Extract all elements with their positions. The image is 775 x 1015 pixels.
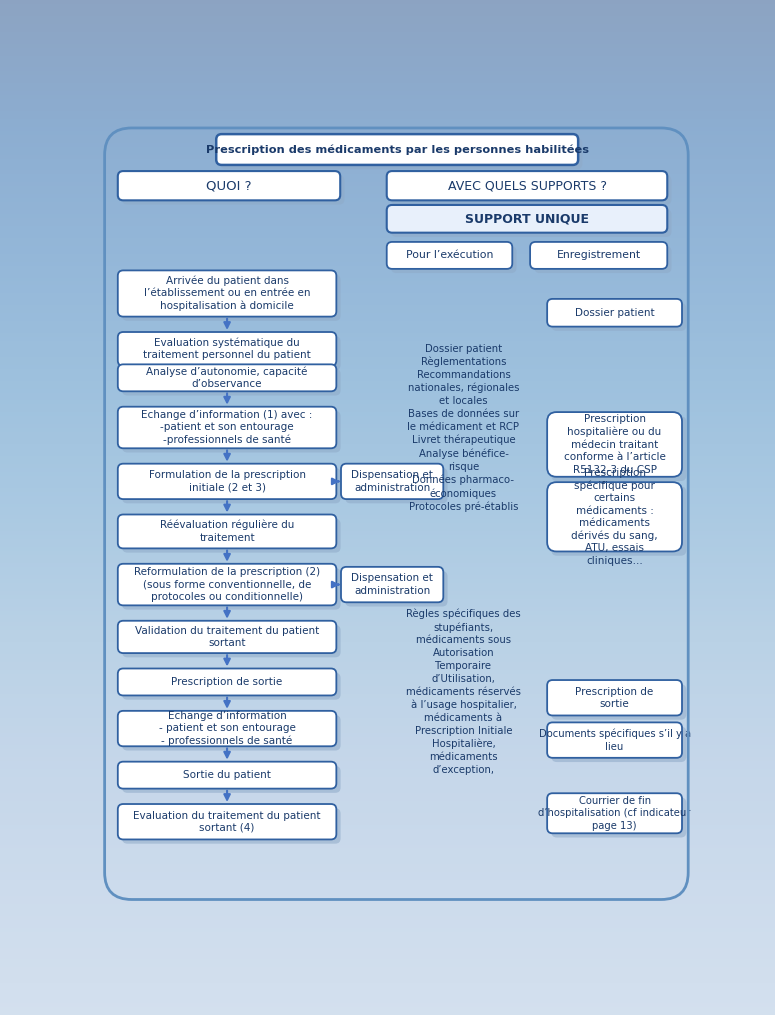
FancyBboxPatch shape (118, 563, 336, 605)
FancyBboxPatch shape (552, 727, 687, 762)
Text: Pour l’exécution: Pour l’exécution (406, 251, 493, 261)
Text: Prescription de sortie: Prescription de sortie (171, 677, 283, 687)
Text: Echange d’information (1) avec :
-patient et son entourage
-professionnels de sa: Echange d’information (1) avec : -patien… (141, 410, 313, 446)
FancyBboxPatch shape (547, 412, 682, 477)
Text: Prescription
spécifique pour
certains
médicaments :
médicaments
dérivés du sang,: Prescription spécifique pour certains mé… (571, 468, 658, 565)
Text: Prescription des médicaments par les personnes habilitées: Prescription des médicaments par les per… (205, 144, 589, 154)
FancyBboxPatch shape (552, 684, 687, 720)
Text: Validation du traitement du patient
sortant: Validation du traitement du patient sort… (135, 625, 319, 649)
Text: Echange d’information
- patient et son entourage
- professionnels de santé: Echange d’information - patient et son e… (159, 710, 295, 746)
FancyBboxPatch shape (122, 411, 341, 453)
FancyBboxPatch shape (534, 247, 671, 273)
FancyBboxPatch shape (552, 486, 687, 555)
FancyBboxPatch shape (118, 515, 336, 548)
FancyBboxPatch shape (122, 275, 341, 321)
FancyBboxPatch shape (346, 468, 448, 503)
FancyBboxPatch shape (122, 568, 341, 610)
FancyBboxPatch shape (552, 798, 687, 837)
FancyBboxPatch shape (387, 172, 667, 200)
FancyBboxPatch shape (547, 794, 682, 833)
Text: Règles spécifiques des
stupéfiants,
médicaments sous
Autorisation
Temporaire
d’U: Règles spécifiques des stupéfiants, médi… (406, 609, 521, 774)
FancyBboxPatch shape (122, 368, 341, 396)
Text: Dispensation et
administration: Dispensation et administration (351, 573, 433, 596)
Text: Formulation de la prescription
initiale (2 et 3): Formulation de la prescription initiale … (149, 470, 305, 492)
FancyBboxPatch shape (122, 519, 341, 552)
Text: Courrier de fin
d’hospitalisation (cf indicateur
page 13): Courrier de fin d’hospitalisation (cf in… (539, 796, 691, 830)
FancyBboxPatch shape (341, 566, 443, 602)
FancyBboxPatch shape (552, 303, 687, 331)
Text: Prescription de
sortie: Prescription de sortie (576, 686, 653, 708)
Text: AVEC QUELS SUPPORTS ?: AVEC QUELS SUPPORTS ? (447, 180, 607, 192)
FancyBboxPatch shape (122, 766, 341, 793)
FancyBboxPatch shape (118, 621, 336, 653)
FancyBboxPatch shape (118, 710, 336, 746)
FancyBboxPatch shape (122, 468, 341, 503)
Text: Réévaluation régulière du
traitement: Réévaluation régulière du traitement (160, 520, 294, 543)
Text: Evaluation du traitement du patient
sortant (4): Evaluation du traitement du patient sort… (133, 811, 321, 833)
FancyBboxPatch shape (547, 723, 682, 758)
FancyBboxPatch shape (391, 247, 517, 273)
FancyBboxPatch shape (122, 673, 341, 699)
FancyBboxPatch shape (118, 804, 336, 839)
FancyBboxPatch shape (118, 669, 336, 695)
Text: Dossier patient: Dossier patient (575, 308, 654, 318)
FancyBboxPatch shape (346, 571, 448, 607)
FancyBboxPatch shape (387, 242, 512, 269)
FancyBboxPatch shape (530, 242, 667, 269)
Text: SUPPORT UNIQUE: SUPPORT UNIQUE (465, 212, 589, 225)
FancyBboxPatch shape (391, 209, 671, 236)
Text: Enregistrement: Enregistrement (556, 251, 641, 261)
Text: Prescription
hospitalière ou du
médecin traitant
conforme à l’article
R5132-3 du: Prescription hospitalière ou du médecin … (563, 414, 666, 475)
FancyBboxPatch shape (122, 716, 341, 750)
FancyBboxPatch shape (118, 172, 340, 200)
Text: Reformulation de la prescription (2)
(sous forme conventionnelle, de
protocoles : Reformulation de la prescription (2) (so… (134, 567, 320, 602)
FancyBboxPatch shape (547, 680, 682, 716)
FancyBboxPatch shape (547, 482, 682, 551)
FancyBboxPatch shape (118, 761, 336, 789)
Text: Arrivée du patient dans
l’établissement ou en entrée en
hospitalisation à domici: Arrivée du patient dans l’établissement … (144, 275, 310, 312)
FancyBboxPatch shape (118, 364, 336, 392)
FancyBboxPatch shape (118, 270, 336, 317)
FancyBboxPatch shape (547, 298, 682, 327)
Text: Documents spécifiques s’il y a
lieu: Documents spécifiques s’il y a lieu (539, 729, 691, 751)
FancyBboxPatch shape (216, 134, 578, 164)
FancyBboxPatch shape (552, 416, 687, 481)
FancyBboxPatch shape (122, 336, 341, 370)
Text: QUOI ?: QUOI ? (206, 180, 252, 192)
FancyBboxPatch shape (387, 205, 667, 232)
Text: Dispensation et
administration: Dispensation et administration (351, 470, 433, 492)
FancyBboxPatch shape (122, 176, 344, 205)
Text: Sortie du patient: Sortie du patient (183, 770, 271, 781)
FancyBboxPatch shape (391, 176, 671, 205)
FancyBboxPatch shape (341, 464, 443, 499)
FancyBboxPatch shape (122, 625, 341, 658)
FancyBboxPatch shape (221, 138, 582, 170)
FancyBboxPatch shape (118, 332, 336, 365)
Text: Analyse d’autonomie, capacité
d’observance: Analyse d’autonomie, capacité d’observan… (146, 366, 308, 390)
Text: Evaluation systématique du
traitement personnel du patient: Evaluation systématique du traitement pe… (143, 338, 311, 360)
Text: Dossier patient
Règlementations
Recommandations
nationales, régionales
et locale: Dossier patient Règlementations Recomman… (408, 344, 519, 512)
FancyBboxPatch shape (118, 407, 336, 449)
FancyBboxPatch shape (122, 808, 341, 843)
FancyBboxPatch shape (118, 464, 336, 499)
